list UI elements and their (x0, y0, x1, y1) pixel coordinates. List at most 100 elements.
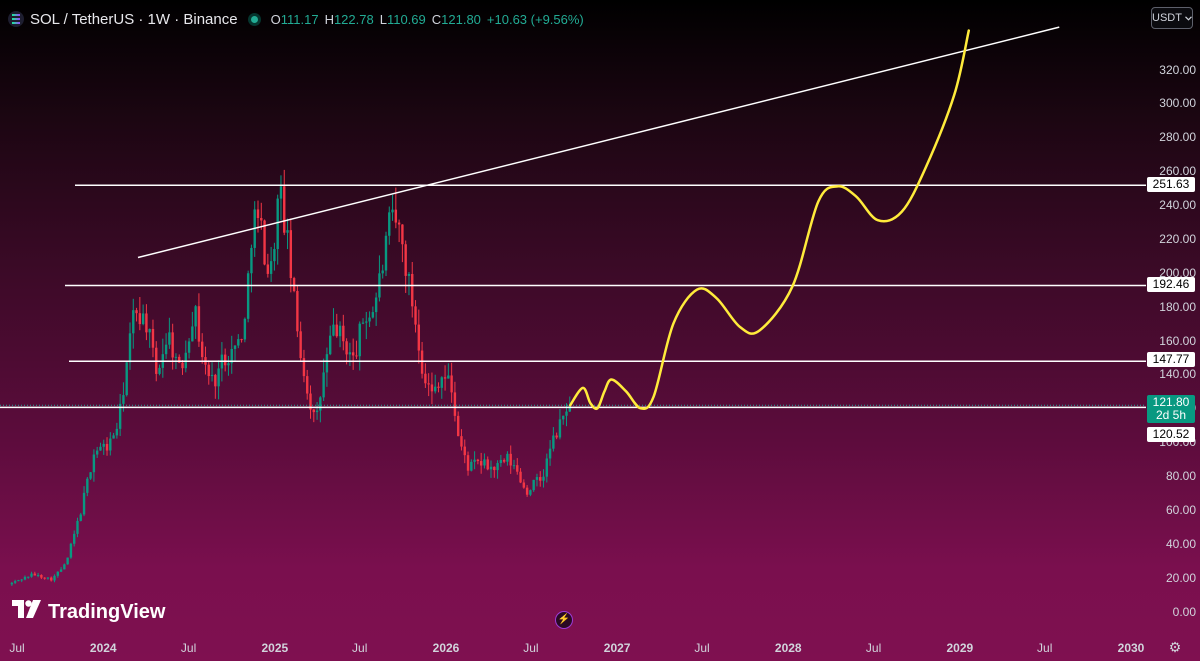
candle-body (506, 453, 509, 462)
candle-body (92, 454, 96, 473)
price-tick-label: 180.00 (1159, 299, 1196, 314)
candle-body (548, 448, 552, 459)
time-tick-label: 2024 (89, 641, 117, 655)
candle-body (499, 459, 503, 464)
bar-countdown: 2d 5h (1155, 408, 1187, 422)
candle-body (276, 198, 279, 250)
market-status-icon[interactable] (247, 12, 261, 26)
candle-body (509, 453, 512, 466)
symbol-title[interactable]: SOL / TetherUS · 1W · Binance (30, 10, 238, 28)
candle-body (263, 220, 266, 265)
price-tick-label: 240.00 (1159, 198, 1196, 212)
candle-body (30, 573, 33, 577)
candle-body (227, 363, 230, 366)
candle-body (105, 443, 109, 451)
candle-body (391, 209, 394, 213)
candle-body (417, 324, 421, 351)
candle-body (148, 328, 151, 333)
candle-body (447, 375, 450, 379)
price-tick-label: 200.00 (1159, 265, 1196, 280)
candle-body (479, 461, 483, 466)
price-tick-label: 300.00 (1159, 96, 1196, 111)
candle-body (440, 377, 443, 388)
candle-body (194, 306, 197, 327)
candle-body (73, 533, 76, 544)
candle-body (420, 350, 424, 374)
level-tag-120: 120.52 (1147, 427, 1195, 442)
candle-body (145, 313, 148, 333)
candle-body (404, 244, 407, 276)
candle-body (345, 341, 348, 355)
candle-body (302, 358, 306, 377)
candle-body (365, 321, 368, 323)
ohlc-open-label: O (270, 11, 281, 27)
candle-body (269, 261, 273, 274)
candle-body (292, 278, 296, 292)
level-tag-192: 192.46 (1147, 277, 1195, 292)
gear-icon[interactable]: ⚙ (1168, 639, 1182, 655)
price-tick-label: 60.00 (1165, 502, 1196, 517)
candle-body (125, 362, 128, 396)
candle-body (496, 463, 499, 471)
candle-body (414, 306, 417, 325)
candle-body (381, 270, 384, 274)
candle-body (171, 332, 174, 358)
candle-body (456, 415, 460, 437)
candle-body (115, 428, 119, 436)
candle-body (493, 466, 496, 471)
tradingview-logo[interactable]: TradingView (12, 600, 165, 624)
candle-body (138, 313, 142, 325)
candle-body (470, 461, 473, 471)
candle-body (128, 333, 132, 363)
candle-body (164, 344, 168, 355)
level-tag-147: 147.77 (1147, 352, 1195, 367)
candle-body (453, 392, 457, 416)
lightning-icon[interactable]: ⚡ (555, 611, 573, 629)
time-tick-label: Jul (865, 641, 882, 655)
candle-body (565, 411, 568, 416)
ohlc-open-value: 111.17 (280, 11, 319, 27)
candle-body (535, 477, 539, 480)
candle-body (315, 410, 319, 413)
candle-body (374, 297, 378, 313)
candle-body (466, 455, 470, 471)
candle-body (289, 230, 293, 279)
candle-body (411, 273, 414, 307)
candle-body (66, 557, 69, 565)
candle-body (542, 476, 545, 481)
candle-body (256, 209, 260, 219)
candle-body (233, 345, 237, 349)
candle-body (401, 224, 404, 245)
candle-body (53, 575, 56, 581)
time-tick-label: 2027 (603, 641, 631, 655)
candle-body (20, 579, 23, 581)
candle-body (118, 403, 122, 429)
price-tick-label: 260.00 (1159, 164, 1196, 179)
price-tick-label: 80.00 (1165, 469, 1196, 483)
candle-body (23, 576, 27, 580)
candle-body (43, 577, 46, 579)
candle-body (355, 355, 358, 357)
price-tick-label: 140.00 (1159, 367, 1196, 382)
candle-body (230, 348, 233, 364)
candle-body (260, 218, 263, 221)
time-tick-label: Jul (352, 641, 368, 655)
candle-body (36, 574, 40, 576)
candle-body (181, 362, 184, 369)
candle-body (568, 405, 571, 412)
candle-body (328, 335, 332, 355)
currency-selector[interactable]: USDT (1151, 7, 1193, 29)
candle-body (450, 375, 453, 393)
ohlc-low-value: 110.69 (386, 11, 426, 27)
time-tick-label: Jul (1037, 641, 1053, 655)
candle-body (266, 264, 270, 274)
candle-body (27, 576, 30, 578)
candle-body (246, 273, 250, 319)
candle-body (532, 479, 535, 491)
candle-body (59, 569, 63, 572)
candle-body (522, 482, 526, 488)
candle-body (319, 397, 322, 411)
candle-body (309, 393, 312, 410)
